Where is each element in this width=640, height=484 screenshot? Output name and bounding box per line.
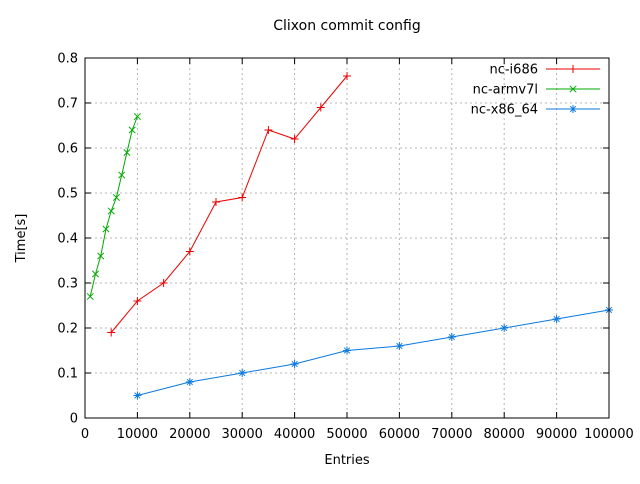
x-tick-label: 60000 xyxy=(379,427,420,442)
y-tick-label: 0.8 xyxy=(57,52,78,67)
star-marker-icon xyxy=(185,378,194,386)
plus-marker-icon xyxy=(290,135,299,143)
x-marker-icon xyxy=(133,112,141,121)
y-tick-label: 0.4 xyxy=(57,232,78,247)
x-marker-icon xyxy=(112,193,120,202)
x-marker-icon xyxy=(91,270,100,278)
series-line-nc-i686 xyxy=(110,75,348,333)
x-marker-icon xyxy=(97,252,105,260)
star-marker-icon xyxy=(395,342,404,350)
series-line-nc-armv7l xyxy=(89,116,138,297)
x-tick-label: 90000 xyxy=(536,427,577,442)
x-tick-label: 10000 xyxy=(117,427,158,442)
star-marker-icon xyxy=(238,369,247,377)
star-marker-icon xyxy=(447,333,456,341)
plus-marker-icon xyxy=(133,297,142,305)
x-marker-icon xyxy=(102,225,110,233)
y-tick-label: 0.6 xyxy=(57,142,78,157)
x-tick-label: 0 xyxy=(81,427,89,442)
legend-item-nc-i686: nc-i686 xyxy=(489,63,600,78)
x-tick-label: 100000 xyxy=(584,427,634,442)
star-marker-icon xyxy=(500,324,509,332)
x-tick-label: 70000 xyxy=(431,427,472,442)
legend-label: nc-x86_64 xyxy=(471,103,538,118)
x-tick-label: 40000 xyxy=(274,427,315,442)
star-marker-icon xyxy=(552,315,561,323)
legend: nc-i686 nc-armv7l nc-x86_64 xyxy=(471,63,600,118)
gridlines xyxy=(85,58,609,418)
x-tick-label: 50000 xyxy=(326,427,367,442)
x-axis-label: Entries xyxy=(324,453,370,468)
plus-marker-icon xyxy=(316,103,325,112)
y-tick-label: 0.7 xyxy=(57,97,78,112)
x-marker-icon xyxy=(118,171,126,179)
axes-layer: 0 10000 20000 30000 40000 50000 60000 70000 8000… xyxy=(57,52,634,443)
series-layer xyxy=(86,72,613,400)
y-tick-label: 0.2 xyxy=(57,322,78,337)
x-tick-label: 30000 xyxy=(222,427,263,442)
x-tick-label: 80000 xyxy=(484,427,525,442)
series-nc-x86_64 xyxy=(133,306,613,400)
plus-marker-icon xyxy=(264,126,273,134)
plus-marker-icon xyxy=(107,328,116,337)
series-nc-armv7l xyxy=(86,112,141,301)
x-marker-icon xyxy=(569,85,577,93)
plus-marker-icon xyxy=(212,198,220,206)
star-marker-icon xyxy=(133,391,142,400)
x-marker-icon xyxy=(86,292,94,301)
y-tick-label: 0.5 xyxy=(57,187,78,202)
series-line-nc-x86_64 xyxy=(137,309,610,396)
legend-item-nc-x86_64: nc-x86_64 xyxy=(471,103,600,118)
plus-marker-icon xyxy=(343,72,351,80)
y-tick-label: 0 xyxy=(70,412,78,427)
legend-label: nc-armv7l xyxy=(473,83,538,98)
x-marker-icon xyxy=(123,148,131,157)
series-nc-i686 xyxy=(107,72,351,337)
y-axis-label: Time[s] xyxy=(14,214,29,264)
plus-marker-icon xyxy=(159,279,168,287)
x-marker-icon xyxy=(128,126,136,134)
plus-marker-icon xyxy=(238,193,247,202)
y-tick-label: 0.1 xyxy=(57,367,78,382)
legend-label: nc-i686 xyxy=(489,63,538,78)
plus-marker-icon xyxy=(185,247,194,256)
star-marker-icon xyxy=(290,360,299,368)
plus-marker-icon xyxy=(569,65,577,73)
legend-item-nc-armv7l: nc-armv7l xyxy=(473,83,600,98)
chart-title: Clixon commit config xyxy=(273,18,421,34)
x-tick-label: 20000 xyxy=(169,427,210,442)
x-marker-icon xyxy=(107,207,115,215)
star-marker-icon xyxy=(343,346,351,355)
y-tick-label: 0.3 xyxy=(57,277,78,292)
star-marker-icon xyxy=(569,105,577,113)
